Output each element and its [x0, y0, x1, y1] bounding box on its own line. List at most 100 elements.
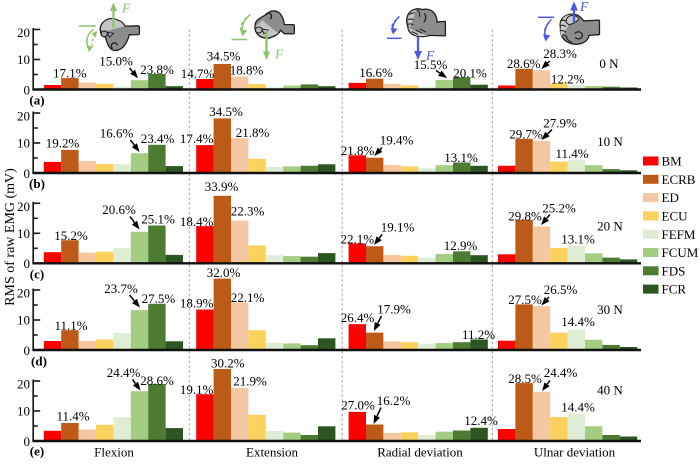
svg-text:34.5%: 34.5% — [207, 49, 241, 64]
svg-text:10 N: 10 N — [597, 134, 623, 149]
svg-text:RMS of raw EMG (mV): RMS of raw EMG (mV) — [3, 168, 18, 306]
svg-text:(a): (a) — [29, 93, 44, 108]
svg-text:27.5%: 27.5% — [142, 291, 176, 306]
svg-text:11.2%: 11.2% — [462, 327, 495, 342]
svg-text:17.4%: 17.4% — [180, 131, 214, 146]
svg-text:FCR: FCR — [662, 282, 687, 297]
svg-text:19.2%: 19.2% — [46, 136, 80, 151]
svg-text:Radial deviation: Radial deviation — [377, 445, 463, 460]
svg-text:25.2%: 25.2% — [542, 201, 576, 216]
svg-text:15.5%: 15.5% — [414, 57, 448, 72]
svg-text:FCUM: FCUM — [662, 245, 699, 260]
svg-text:FDS: FDS — [662, 263, 686, 278]
svg-text:20: 20 — [17, 286, 30, 301]
svg-text:22.3%: 22.3% — [231, 204, 265, 219]
svg-text:20 N: 20 N — [597, 219, 623, 234]
svg-text:20.1%: 20.1% — [453, 66, 487, 81]
svg-text:24.4%: 24.4% — [544, 365, 578, 380]
svg-text:23.4%: 23.4% — [141, 131, 175, 146]
svg-text:F: F — [425, 48, 435, 63]
svg-text:0 N: 0 N — [599, 56, 619, 71]
svg-text:19.1%: 19.1% — [381, 220, 415, 235]
svg-text:14.4%: 14.4% — [561, 400, 595, 415]
svg-text:14.4%: 14.4% — [561, 314, 595, 329]
svg-text:23.7%: 23.7% — [104, 281, 138, 296]
svg-text:0: 0 — [24, 166, 31, 181]
svg-text:ECRB: ECRB — [662, 172, 696, 187]
svg-text:26.5%: 26.5% — [544, 282, 578, 297]
svg-text:13.1%: 13.1% — [561, 232, 595, 247]
svg-text:0: 0 — [24, 343, 31, 358]
svg-text:0: 0 — [24, 82, 31, 97]
svg-text:21.8%: 21.8% — [341, 143, 375, 158]
svg-text:10: 10 — [17, 313, 30, 328]
svg-text:F: F — [579, 0, 589, 14]
svg-text:26.4%: 26.4% — [341, 310, 375, 325]
svg-text:12.4%: 12.4% — [464, 413, 498, 428]
svg-text:11.4%: 11.4% — [56, 409, 89, 424]
svg-text:16.6%: 16.6% — [100, 126, 134, 141]
svg-text:ED: ED — [662, 190, 679, 205]
svg-text:34.5%: 34.5% — [209, 104, 243, 119]
svg-text:20: 20 — [17, 109, 30, 124]
svg-text:18.4%: 18.4% — [180, 214, 214, 229]
svg-text:11.4%: 11.4% — [555, 146, 588, 161]
svg-text:28.3%: 28.3% — [543, 46, 577, 61]
svg-text:27.0%: 27.0% — [341, 398, 375, 413]
svg-text:11.1%: 11.1% — [54, 318, 87, 333]
svg-text:40 N: 40 N — [597, 383, 623, 398]
svg-text:20: 20 — [17, 25, 30, 40]
svg-text:10: 10 — [17, 136, 30, 151]
svg-text:(d): (d) — [31, 354, 47, 369]
svg-text:27.5%: 27.5% — [508, 292, 542, 307]
svg-text:23.8%: 23.8% — [140, 62, 174, 77]
svg-text:12.9%: 12.9% — [444, 238, 478, 253]
svg-text:16.6%: 16.6% — [359, 65, 393, 80]
svg-text:10: 10 — [17, 52, 30, 67]
svg-text:12.2%: 12.2% — [551, 72, 585, 87]
svg-text:20: 20 — [17, 377, 30, 392]
svg-text:21.9%: 21.9% — [233, 374, 267, 389]
svg-text:15.2%: 15.2% — [54, 228, 88, 243]
svg-text:17.9%: 17.9% — [377, 302, 411, 317]
svg-text:22.1%: 22.1% — [231, 290, 265, 305]
svg-text:24.4%: 24.4% — [107, 365, 141, 380]
svg-text:33.9%: 33.9% — [205, 179, 239, 194]
svg-text:10: 10 — [17, 226, 30, 241]
svg-text:(b): (b) — [29, 176, 45, 191]
svg-text:18.9%: 18.9% — [180, 296, 214, 311]
svg-text:29.8%: 29.8% — [508, 209, 542, 224]
svg-text:29.7%: 29.7% — [509, 127, 543, 142]
svg-text:28.5%: 28.5% — [508, 371, 542, 386]
svg-text:Extension: Extension — [246, 445, 298, 460]
svg-text:32.0%: 32.0% — [207, 265, 241, 280]
svg-text:15.0%: 15.0% — [99, 54, 133, 69]
svg-text:ECU: ECU — [662, 209, 689, 224]
svg-text:16.2%: 16.2% — [377, 393, 411, 408]
svg-text:30 N: 30 N — [597, 302, 623, 317]
svg-text:0: 0 — [24, 256, 31, 271]
svg-text:20.6%: 20.6% — [102, 202, 136, 217]
svg-text:(e): (e) — [30, 444, 44, 459]
svg-text:17.1%: 17.1% — [53, 66, 87, 81]
svg-text:(c): (c) — [30, 267, 44, 282]
svg-text:0: 0 — [24, 434, 31, 449]
svg-text:13.1%: 13.1% — [444, 150, 478, 165]
svg-text:22.1%: 22.1% — [341, 232, 375, 247]
svg-text:30.2%: 30.2% — [211, 356, 245, 371]
svg-text:21.8%: 21.8% — [236, 125, 270, 140]
svg-text:F: F — [121, 1, 131, 16]
svg-text:27.9%: 27.9% — [543, 116, 577, 131]
svg-text:25.1%: 25.1% — [141, 212, 175, 227]
svg-text:F: F — [274, 47, 284, 62]
svg-text:10: 10 — [17, 404, 30, 419]
svg-text:19.1%: 19.1% — [180, 382, 214, 397]
svg-text:14.7%: 14.7% — [181, 66, 215, 81]
svg-text:20: 20 — [17, 199, 30, 214]
svg-text:18.8%: 18.8% — [230, 63, 264, 78]
svg-text:19.4%: 19.4% — [380, 133, 414, 148]
svg-text:28.6%: 28.6% — [140, 373, 174, 388]
svg-text:FEFM: FEFM — [662, 227, 696, 242]
svg-text:Ulnar deviation: Ulnar deviation — [534, 445, 616, 460]
svg-text:Flexion: Flexion — [94, 445, 134, 460]
